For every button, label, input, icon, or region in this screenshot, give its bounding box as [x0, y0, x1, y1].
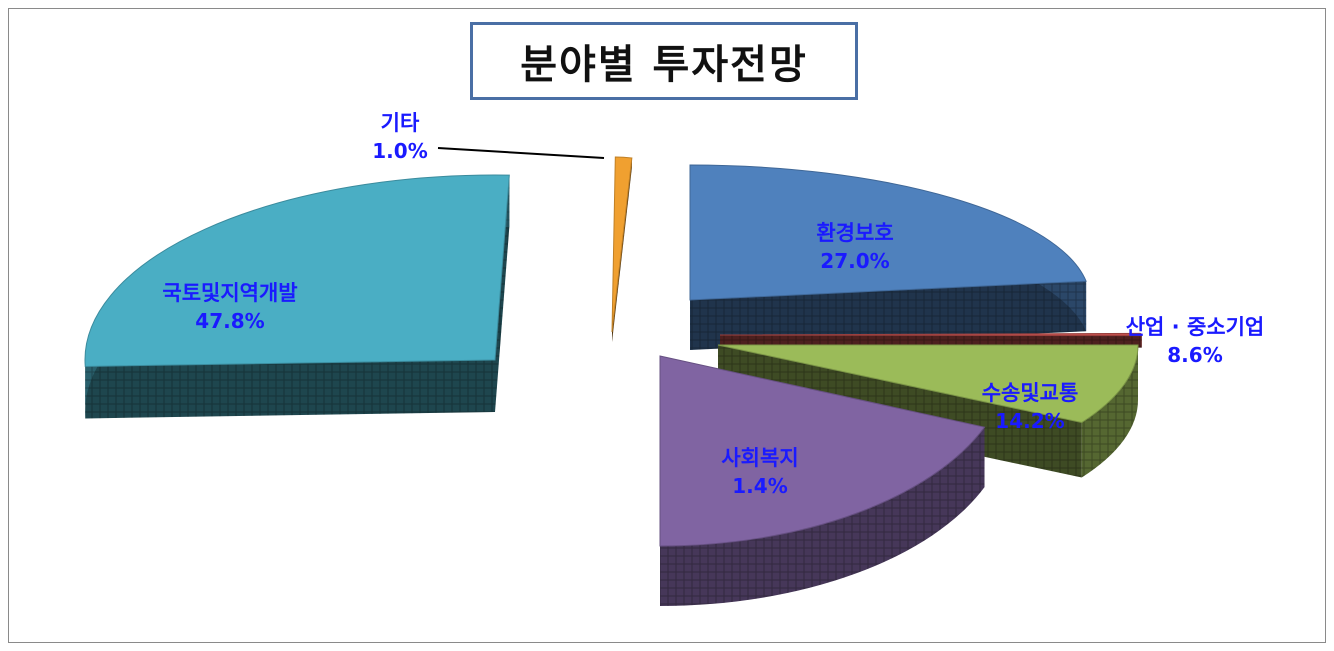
slice-industry-side-hatch: [1140, 333, 1143, 348]
slice-industry-wall-hatch-2: [720, 335, 1142, 348]
slice-environment-top: [689, 164, 1087, 301]
slice-national-land-wall-hatch-2: [495, 175, 510, 412]
slice-other-top: [611, 156, 633, 333]
slice-national-land-value-label: 47.8%: [195, 309, 264, 333]
slice-national-land-top: [84, 174, 510, 367]
slice-industry-top: [719, 332, 1143, 337]
slice-other-value-label: 1.0%: [372, 139, 427, 163]
slice-environment-label: 환경보호: [816, 221, 893, 245]
slice-national-land-label: 국토및지역개발: [162, 281, 297, 305]
slice-transport-top: [717, 344, 1139, 424]
chart-title: 분야별 투자전망: [520, 42, 808, 88]
chart-title-box: 분야별 투자전망: [470, 22, 858, 100]
slice-social-welfare-label: 사회복지: [721, 446, 798, 470]
slice-social-welfare-side-hatch: [660, 427, 985, 606]
slice-other-leader-line: [437, 147, 605, 159]
slice-environment-value-label: 27.0%: [820, 249, 889, 273]
slice-industry-label: 산업 · 중소기업: [1126, 315, 1265, 339]
slice-transport-label: 수송및교통: [982, 381, 1079, 405]
slice-transport-side-hatch: [1081, 345, 1138, 478]
slice-national-land-wall-hatch-1: [85, 360, 496, 419]
slice-other-label: 기타: [381, 111, 420, 135]
slice-social-welfare-top: [659, 355, 986, 547]
slice-industry-value-label: 8.6%: [1167, 343, 1222, 367]
slice-environment-wall-hatch-2: [690, 281, 1087, 350]
slice-social-welfare-value-label: 1.4%: [732, 474, 787, 498]
slice-transport-value-label: 14.2%: [995, 409, 1064, 433]
